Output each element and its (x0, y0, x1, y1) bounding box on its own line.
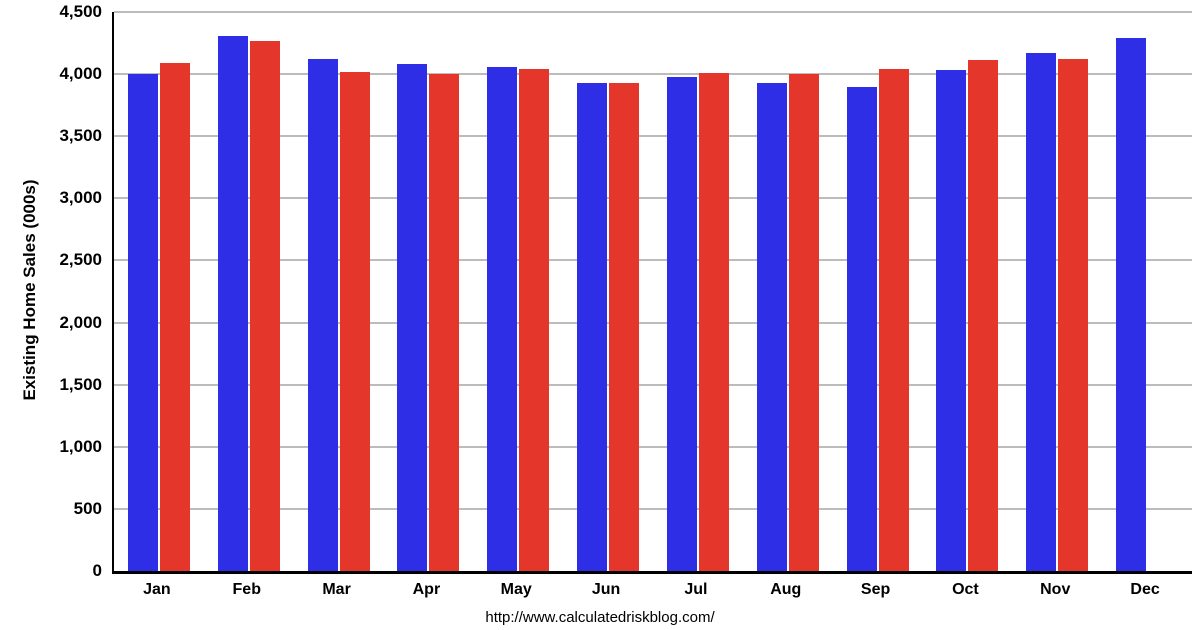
bar-blue-series-mar (307, 59, 338, 571)
x-tick-feb: Feb (232, 581, 261, 598)
x-tick-oct: Oct (952, 581, 979, 598)
bar-blue-series-dec (1116, 38, 1147, 571)
bar-blue-series-oct (936, 70, 967, 571)
bar-blue-series-jun (577, 82, 608, 571)
gridline-4000 (114, 73, 1192, 76)
y-tick-2000: 2,000 (59, 312, 102, 332)
x-tick-mar: Mar (322, 581, 351, 598)
bar-red-series-oct (968, 60, 999, 571)
bar-blue-series-aug (756, 82, 787, 571)
y-tick-3500: 3,500 (59, 126, 102, 146)
y-tick-3000: 3,000 (59, 188, 102, 208)
source-url: http://www.calculatedriskblog.com/ (485, 609, 715, 626)
bar-blue-series-jan (127, 74, 158, 571)
y-tick-4500: 4,500 (59, 2, 102, 21)
x-tick-apr: Apr (412, 581, 441, 598)
x-tick-jun: Jun (591, 581, 621, 598)
gridline-2500 (114, 259, 1192, 262)
x-tick-jul: Jul (684, 581, 708, 598)
bar-red-series-apr (429, 74, 460, 571)
y-tick-0: 0 (92, 561, 102, 580)
y-tick-500: 500 (73, 498, 102, 518)
bar-red-series-aug (788, 74, 819, 571)
y-tick-4000: 4,000 (59, 64, 102, 84)
gridline-500 (114, 507, 1192, 510)
gridline-1500 (114, 383, 1192, 386)
gridline-2000 (114, 321, 1192, 324)
x-tick-jan: Jan (143, 581, 171, 598)
bar-red-series-sep (878, 69, 909, 571)
bar-red-series-may (519, 69, 550, 571)
x-tick-may: May (500, 581, 532, 598)
y-tick-1000: 1,000 (59, 436, 102, 456)
x-tick-dec: Dec (1130, 581, 1160, 598)
bar-blue-series-feb (217, 35, 248, 571)
bar-blue-series-sep (846, 86, 877, 571)
x-tick-nov: Nov (1040, 581, 1071, 598)
bar-blue-series-apr (397, 64, 428, 571)
y-axis-title: Existing Home Sales (000s) (20, 179, 39, 401)
bar-red-series-nov (1058, 59, 1089, 571)
bar-red-series-mar (339, 71, 370, 571)
x-tick-aug: Aug (770, 581, 802, 598)
bar-blue-series-may (487, 66, 518, 571)
bar-red-series-jun (609, 82, 640, 571)
gridline-4500 (114, 11, 1192, 13)
gridline-1000 (114, 445, 1192, 448)
gridline-3000 (114, 197, 1192, 200)
bar-red-series-feb (249, 40, 280, 571)
gridline-3500 (114, 135, 1192, 138)
bar-red-series-jan (159, 62, 190, 571)
plot-area (112, 11, 1192, 574)
bar-blue-series-nov (1026, 53, 1057, 571)
y-tick-2500: 2,500 (59, 250, 102, 270)
bar-blue-series-jul (666, 76, 697, 571)
x-tick-sep: Sep (860, 581, 891, 598)
y-tick-1500: 1,500 (59, 374, 102, 394)
bar-red-series-jul (698, 72, 729, 571)
